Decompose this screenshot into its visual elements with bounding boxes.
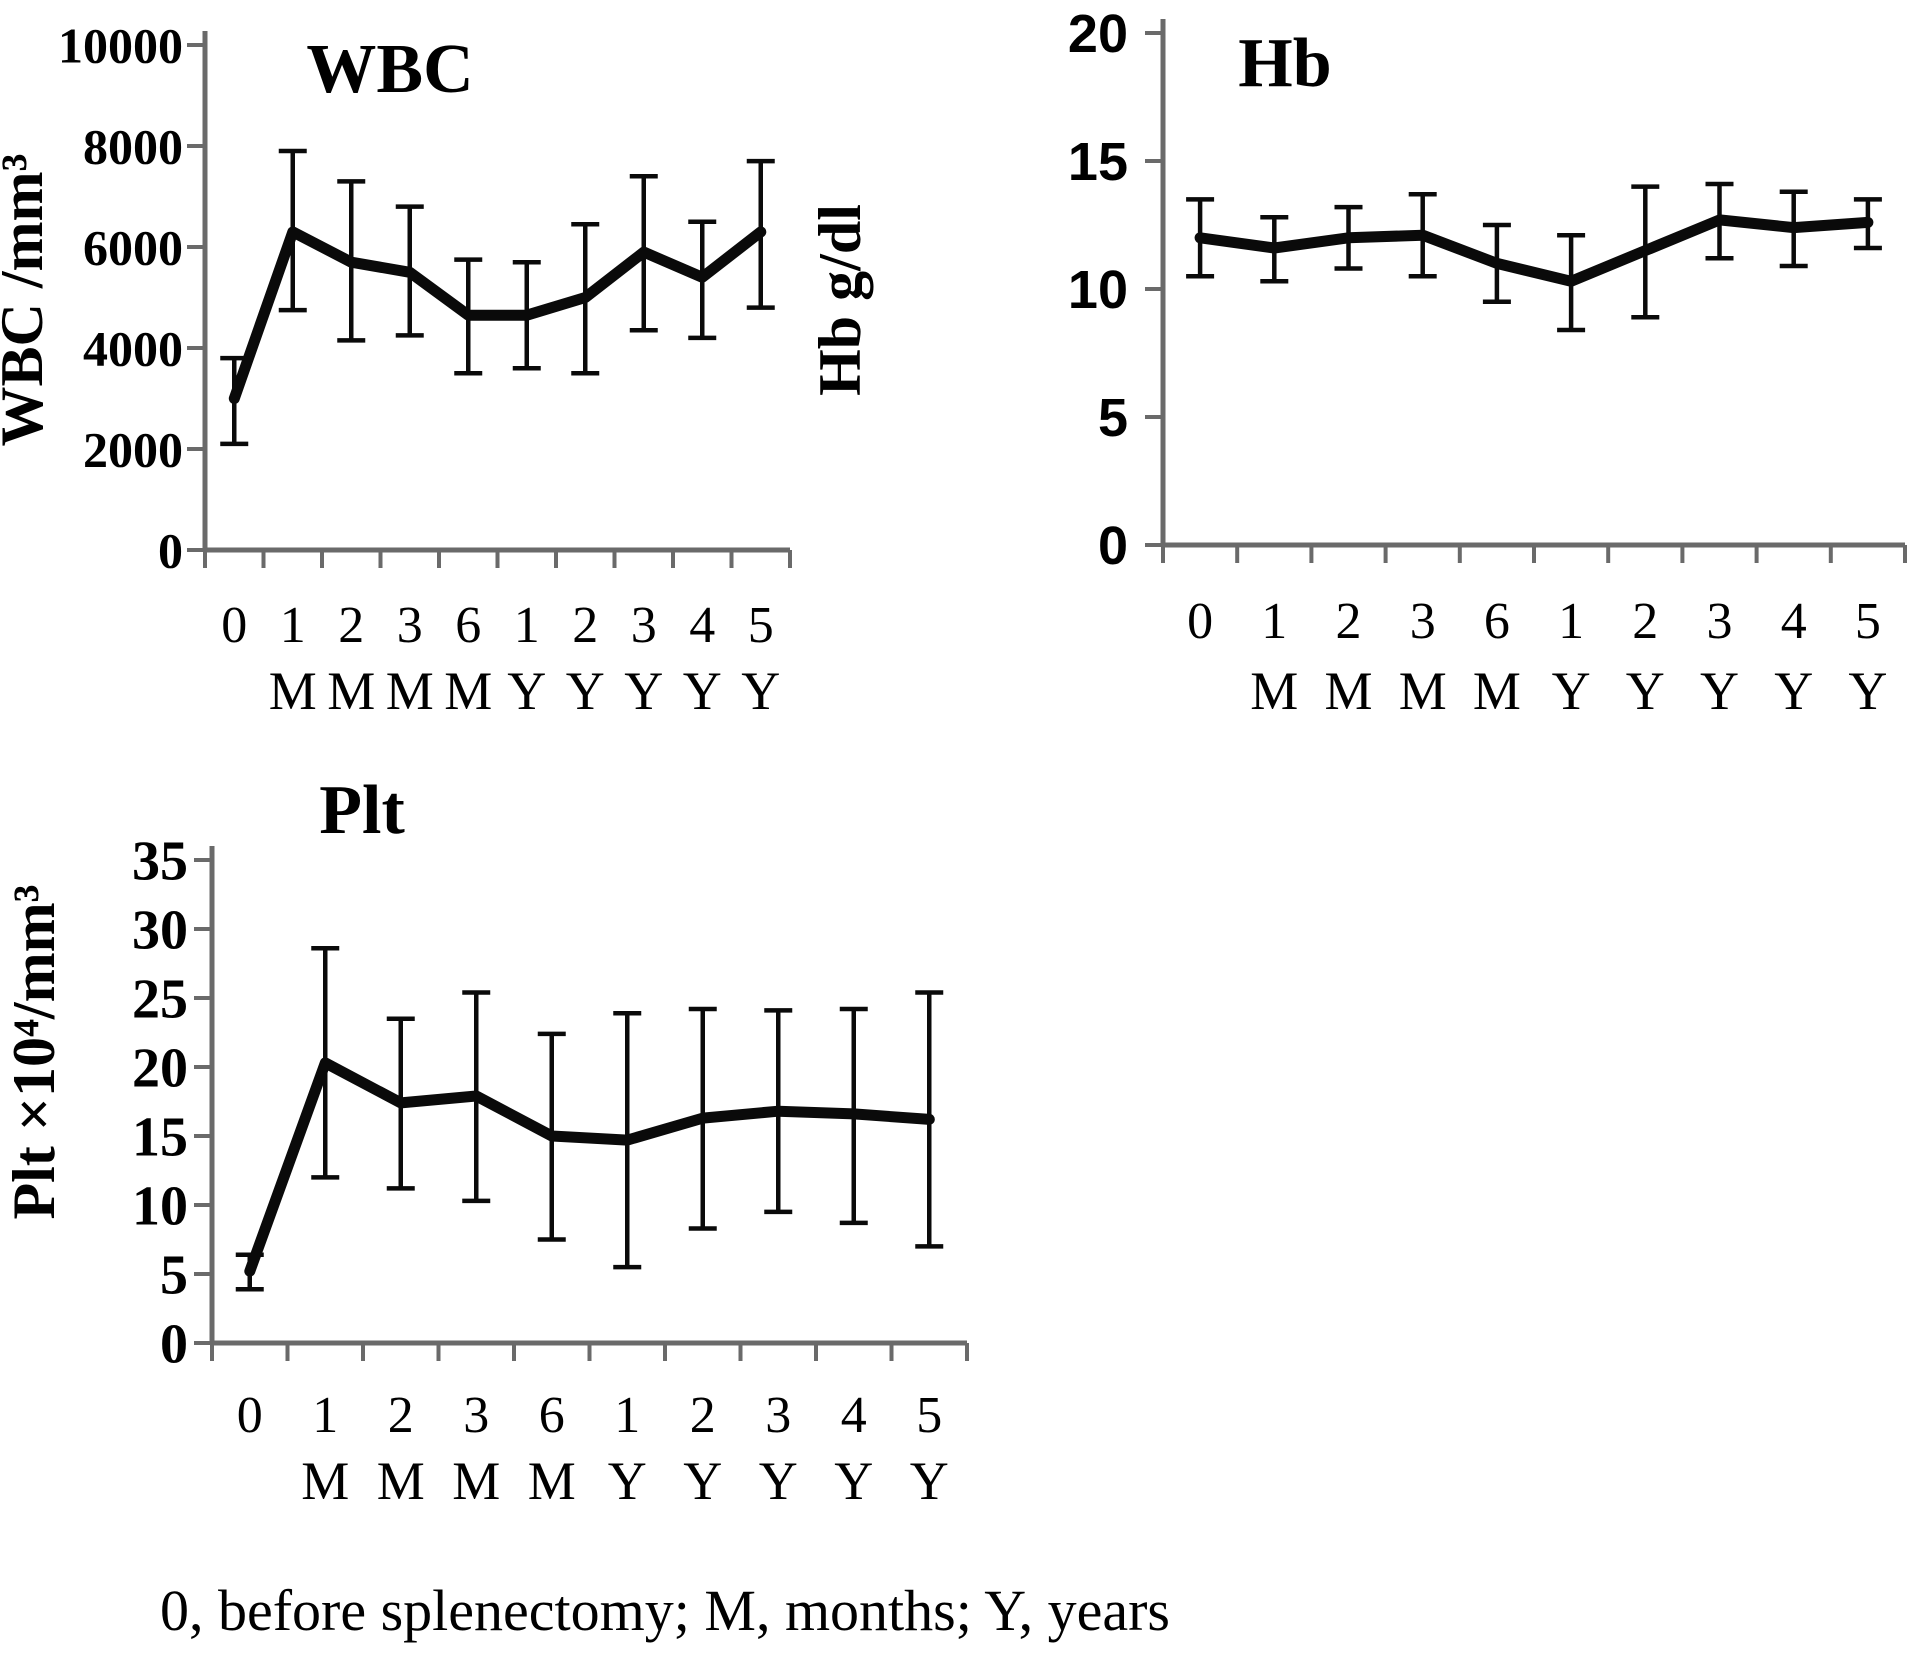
x-category-number: 1	[312, 1387, 338, 1444]
x-category-unit: Y	[1700, 661, 1739, 721]
y-tick-label: 35	[132, 831, 188, 893]
x-category-unit: M	[1250, 661, 1298, 721]
x-category-number: 2	[690, 1387, 716, 1444]
hb-y-axis-label: Hb g/dl	[807, 204, 873, 396]
x-category-number: 3	[463, 1387, 489, 1444]
mean-line	[244, 1057, 935, 1277]
x-category-number: 6	[455, 597, 481, 654]
x-category-unit: Y	[624, 661, 663, 721]
x-category-number: 1	[514, 597, 540, 654]
x-category-number: 2	[1336, 593, 1362, 650]
y-tick-label: 15	[1068, 132, 1128, 192]
footnote-text: 0, before splenectomy; M, months; Y, yea…	[160, 1578, 1170, 1643]
x-category-unit: Y	[507, 661, 546, 721]
mean-line	[228, 226, 767, 404]
x-category-unit: Y	[759, 1451, 798, 1511]
x-category-unit: M	[1473, 661, 1521, 721]
x-category-number: 6	[1484, 593, 1510, 650]
x-category-number: 1	[614, 1387, 640, 1444]
x-category-number: 2	[338, 597, 364, 654]
wbc-chart-title: WBC	[306, 31, 473, 108]
x-category-unit: M	[269, 661, 317, 721]
y-tick-label: 0	[1098, 516, 1128, 576]
mean-line	[1194, 214, 1874, 287]
x-category-unit: M	[301, 1451, 349, 1511]
y-tick-label: 25	[132, 969, 188, 1031]
x-category-number: 1	[1558, 593, 1584, 650]
x-category-unit: M	[327, 661, 375, 721]
x-category-number: 2	[572, 597, 598, 654]
x-category-unit: Y	[1848, 661, 1887, 721]
wbc-y-axis-label: WBC /mm³	[0, 154, 55, 447]
y-tick-label: 15	[132, 1107, 188, 1169]
x-category-number: 4	[841, 1387, 867, 1444]
y-tick-label: 2000	[83, 422, 183, 478]
x-category-unit: M	[452, 1451, 500, 1511]
x-category-number: 5	[748, 597, 774, 654]
x-category-unit: Y	[683, 661, 722, 721]
x-category-number: 3	[1707, 593, 1733, 650]
y-tick-label: 5	[1098, 388, 1128, 448]
x-category-unit: Y	[834, 1451, 873, 1511]
x-category-unit: Y	[910, 1451, 949, 1511]
x-category-number: 2	[1632, 593, 1658, 650]
x-category-unit: M	[1399, 661, 1447, 721]
x-category-number: 5	[916, 1387, 942, 1444]
y-tick-label: 0	[158, 523, 183, 579]
x-category-unit: Y	[1774, 661, 1813, 721]
x-category-unit: Y	[1552, 661, 1591, 721]
y-tick-label: 0	[160, 1314, 188, 1376]
plt-chart-title: Plt	[319, 772, 405, 849]
x-category-number: 0	[237, 1387, 263, 1444]
y-tick-label: 6000	[83, 220, 183, 276]
x-category-number: 0	[1187, 593, 1213, 650]
y-tick-label: 5	[160, 1245, 188, 1307]
x-category-number: 3	[631, 597, 657, 654]
x-category-number: 4	[1781, 593, 1807, 650]
x-category-number: 3	[397, 597, 423, 654]
y-tick-label: 4000	[83, 321, 183, 377]
x-category-number: 3	[765, 1387, 791, 1444]
x-category-unit: Y	[608, 1451, 647, 1511]
x-category-unit: M	[528, 1451, 576, 1511]
x-category-number: 6	[539, 1387, 565, 1444]
y-tick-label: 10	[132, 1176, 188, 1238]
x-category-unit: Y	[1626, 661, 1665, 721]
x-category-number: 0	[221, 597, 247, 654]
x-category-unit: M	[444, 661, 492, 721]
y-tick-label: 30	[132, 900, 188, 962]
x-category-number: 1	[280, 597, 306, 654]
x-category-number: 2	[388, 1387, 414, 1444]
x-category-number: 4	[689, 597, 715, 654]
x-category-unit: M	[377, 1451, 425, 1511]
plt-y-axis-label: Plt ×10⁴/mm³	[1, 884, 67, 1219]
x-category-number: 3	[1410, 593, 1436, 650]
y-tick-label: 10	[1068, 260, 1128, 320]
y-tick-label: 8000	[83, 119, 183, 175]
x-category-unit: Y	[683, 1451, 722, 1511]
y-tick-label: 20	[1068, 4, 1128, 64]
x-category-unit: Y	[741, 661, 780, 721]
y-tick-label: 10000	[58, 18, 183, 74]
x-category-unit: M	[386, 661, 434, 721]
y-tick-label: 20	[132, 1038, 188, 1100]
x-category-number: 1	[1261, 593, 1287, 650]
x-category-unit: M	[1324, 661, 1372, 721]
x-category-unit: Y	[566, 661, 605, 721]
x-category-number: 5	[1855, 593, 1881, 650]
hb-chart-title: Hb	[1238, 25, 1331, 102]
